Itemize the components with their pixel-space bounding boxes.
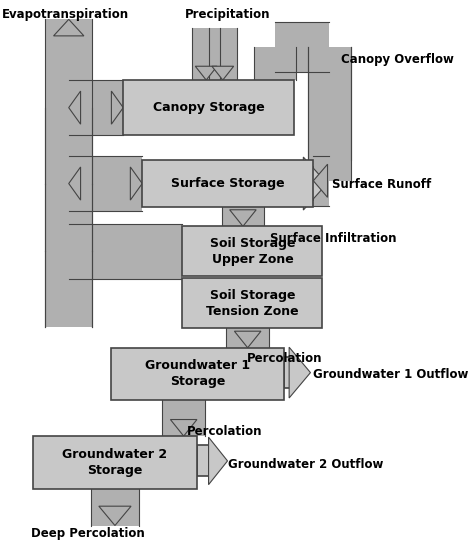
Bar	[209, 28, 237, 80]
Bar	[182, 226, 322, 276]
Bar	[33, 436, 197, 489]
Bar	[45, 19, 92, 327]
Text: Percolation: Percolation	[246, 352, 322, 365]
Polygon shape	[69, 167, 81, 200]
Polygon shape	[69, 91, 81, 124]
Text: Surface Storage: Surface Storage	[171, 177, 284, 190]
Polygon shape	[303, 157, 327, 210]
Bar	[111, 348, 284, 400]
Polygon shape	[170, 420, 197, 436]
Bar	[254, 47, 296, 80]
Text: Surface Runoff: Surface Runoff	[332, 178, 431, 192]
Text: Surface Infiltration: Surface Infiltration	[270, 232, 397, 245]
Polygon shape	[313, 164, 328, 198]
Bar	[284, 357, 292, 388]
Polygon shape	[195, 66, 217, 80]
Text: Canopy Storage: Canopy Storage	[153, 101, 264, 114]
Bar	[91, 486, 138, 526]
Text: Groundwater 1
Storage: Groundwater 1 Storage	[146, 359, 250, 389]
Bar	[45, 251, 92, 327]
Bar	[308, 47, 351, 160]
Bar	[45, 183, 92, 251]
Bar	[313, 156, 329, 206]
Text: Precipitation: Precipitation	[185, 8, 270, 22]
Bar	[69, 80, 123, 135]
Text: Groundwater 1 Outflow: Groundwater 1 Outflow	[313, 368, 468, 381]
Text: Soil Storage
Upper Zone: Soil Storage Upper Zone	[210, 237, 295, 266]
Bar	[162, 397, 205, 436]
Polygon shape	[130, 167, 142, 200]
Bar	[306, 167, 313, 200]
Bar	[221, 207, 264, 226]
Polygon shape	[99, 506, 131, 526]
Polygon shape	[54, 19, 84, 36]
Text: Deep Percolation: Deep Percolation	[31, 527, 145, 540]
Bar	[142, 160, 313, 207]
Text: Percolation: Percolation	[187, 425, 263, 438]
Polygon shape	[209, 437, 228, 485]
Bar	[45, 108, 92, 183]
Bar	[197, 445, 211, 476]
Polygon shape	[111, 91, 123, 124]
Text: Canopy Overflow: Canopy Overflow	[341, 53, 454, 66]
Text: Groundwater 2 Outflow: Groundwater 2 Outflow	[228, 458, 383, 471]
Bar	[123, 80, 294, 135]
Polygon shape	[229, 210, 256, 226]
Bar	[182, 278, 322, 328]
Polygon shape	[234, 331, 261, 348]
Bar	[69, 224, 182, 279]
Bar	[192, 28, 220, 80]
Text: Soil Storage
Tension Zone: Soil Storage Tension Zone	[206, 289, 299, 317]
Text: Evapotranspiration: Evapotranspiration	[2, 8, 129, 22]
Polygon shape	[212, 66, 234, 80]
Bar	[308, 47, 351, 181]
Bar	[226, 327, 269, 348]
Bar	[275, 22, 329, 72]
Bar	[69, 156, 142, 211]
Text: Groundwater 2
Storage: Groundwater 2 Storage	[63, 448, 167, 477]
Polygon shape	[289, 347, 310, 398]
